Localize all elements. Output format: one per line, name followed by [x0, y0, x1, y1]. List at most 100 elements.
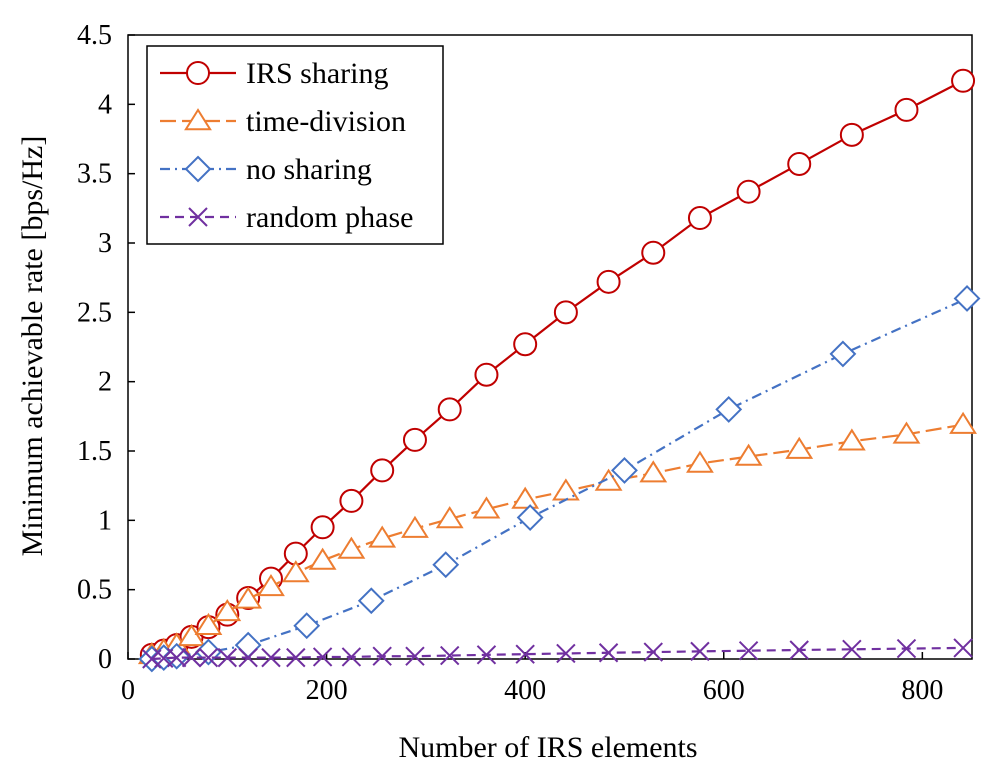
data-point: [177, 623, 206, 647]
data-point: [789, 640, 809, 660]
series-no-sharing: [138, 285, 981, 673]
data-point: [310, 515, 335, 540]
data-point: [257, 574, 285, 597]
data-point: [476, 645, 497, 665]
data-point: [639, 460, 668, 483]
data-point: [339, 488, 364, 513]
data-point: [281, 560, 310, 583]
x-tick-label: 0: [121, 675, 135, 706]
data-point: [949, 411, 977, 434]
series-line: [151, 646, 964, 661]
data-point: [641, 240, 666, 265]
data-point: [437, 397, 462, 422]
data-point: [368, 525, 397, 548]
data-point: [515, 644, 535, 664]
y-tick-label: 1.5: [77, 436, 112, 467]
data-point: [643, 642, 663, 662]
data-point: [839, 122, 864, 147]
y-tick-label: 1: [98, 505, 112, 536]
data-point: [896, 638, 917, 659]
data-point: [736, 179, 761, 204]
data-point: [953, 638, 973, 658]
x-axis-title: Number of IRS elements: [398, 731, 697, 764]
data-point: [842, 639, 862, 660]
legend-label: no sharing: [246, 153, 372, 186]
data-point: [734, 443, 763, 466]
data-point: [951, 68, 976, 93]
y-tick-label: 3: [98, 228, 112, 259]
data-point: [556, 643, 576, 664]
data-point: [598, 643, 619, 663]
data-point: [238, 647, 258, 668]
data-point: [261, 647, 281, 668]
legend-marker: [186, 61, 210, 85]
data-point: [435, 506, 464, 529]
data-point: [516, 504, 544, 531]
data-point: [837, 428, 866, 451]
x-tick-label: 800: [901, 675, 943, 706]
y-axis-title: Minimum achievable rate [bps/Hz]: [16, 136, 49, 557]
data-point: [308, 547, 337, 570]
legend-label: IRS sharing: [246, 57, 389, 90]
y-tick-label: 2: [98, 367, 112, 398]
data-point: [553, 300, 578, 325]
data-point: [213, 598, 242, 622]
legend-marker: [184, 108, 212, 131]
data-point: [234, 631, 262, 659]
legend-marker: [188, 207, 208, 227]
data-point: [474, 362, 499, 387]
y-tick-label: 4: [98, 89, 112, 120]
legend-marker: [184, 155, 212, 183]
data-point: [217, 647, 238, 668]
data-point: [596, 269, 621, 294]
data-point: [402, 427, 427, 452]
series-random-phase: [142, 638, 973, 669]
data-point: [687, 206, 712, 231]
x-tick-label: 200: [306, 675, 348, 706]
data-point: [686, 450, 714, 473]
data-point: [372, 646, 392, 666]
data-point: [829, 340, 857, 368]
y-tick-label: 3.5: [77, 159, 112, 190]
data-point: [894, 97, 919, 122]
data-point: [432, 551, 460, 579]
data-point: [953, 285, 981, 312]
data-point: [286, 647, 306, 668]
data-point: [401, 515, 429, 538]
series-line: [151, 423, 964, 656]
x-tick-label: 600: [703, 675, 745, 706]
data-point: [511, 486, 540, 509]
data-point: [198, 647, 219, 668]
y-tick-label: 0.5: [77, 575, 112, 606]
data-point: [341, 647, 362, 667]
data-point: [194, 612, 223, 635]
data-point: [293, 612, 321, 640]
data-point: [357, 587, 385, 615]
data-point: [405, 646, 425, 666]
data-point: [337, 536, 366, 559]
series-time-division: [137, 411, 977, 665]
data-point: [738, 640, 759, 661]
x-tick-label: 400: [504, 675, 546, 706]
data-point: [440, 645, 460, 666]
data-point: [787, 151, 812, 176]
series-lines: [137, 68, 981, 673]
data-point: [690, 641, 710, 662]
data-point: [166, 647, 187, 668]
data-point: [892, 421, 921, 444]
y-tick-label: 4.5: [77, 20, 112, 51]
axes: 0 200 400 600 800 0 0.5 1 1.5 2 2.5 3 3.5 4 4.5: [77, 20, 973, 706]
data-point: [370, 458, 395, 483]
data-point: [472, 496, 501, 519]
y-tick-label: 2.5: [77, 297, 112, 328]
data-point: [594, 468, 623, 491]
data-point: [513, 332, 538, 357]
data-point: [611, 456, 638, 484]
data-point: [234, 586, 263, 609]
plot-frame: [127, 34, 973, 660]
data-point: [181, 647, 202, 668]
data-point: [785, 436, 814, 459]
data-point: [312, 647, 333, 667]
y-tick-label: 0: [98, 644, 112, 675]
